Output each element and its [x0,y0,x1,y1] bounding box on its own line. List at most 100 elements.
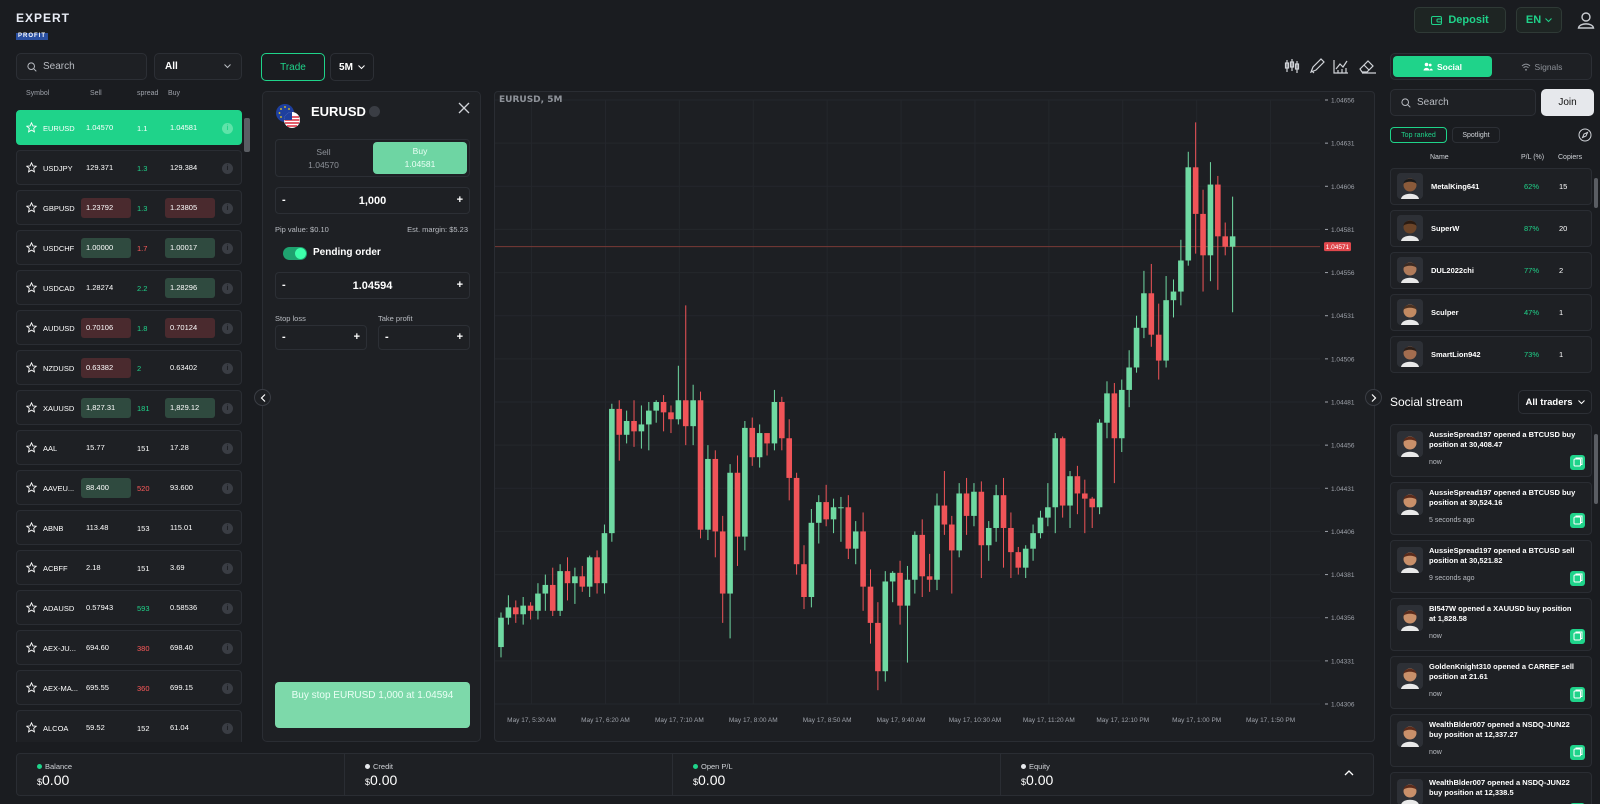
candle[interactable] [1141,270,1147,339]
candle[interactable] [985,521,992,561]
candle[interactable] [1133,315,1140,373]
collapse-order-panel-button[interactable] [254,389,271,406]
copy-trade-button[interactable] [1570,571,1585,586]
candle[interactable] [527,602,534,620]
timeframe-select[interactable]: 5M [330,53,374,81]
buy-price[interactable]: 1.04581 [170,123,198,132]
close-icon[interactable] [458,102,470,114]
sell-price[interactable]: 113.48 [86,523,109,532]
info-icon[interactable]: i [222,443,233,454]
sell-price[interactable]: 2.18 [86,563,101,572]
candle[interactable] [830,498,837,534]
tab-signals[interactable]: Signals [1492,56,1591,77]
buy-price[interactable]: 1,829.12 [165,398,215,418]
candle[interactable] [712,450,719,558]
star-icon[interactable] [26,282,37,293]
candle[interactable] [793,472,800,575]
candle[interactable] [771,389,778,451]
sell-price[interactable]: 695.55 [86,683,109,692]
take-profit-stepper[interactable]: - + [378,325,470,350]
buy-price[interactable]: 1.28296 [165,278,215,298]
candle[interactable] [926,553,933,592]
candle[interactable] [1207,162,1214,282]
candle[interactable] [852,521,859,565]
instrument-row[interactable]: ACBFF 2.18 151 3.69 i [16,550,242,585]
info-icon[interactable]: i [222,363,233,374]
candle[interactable] [993,484,999,542]
compass-icon[interactable] [1578,128,1592,142]
candle[interactable] [690,384,696,446]
candle[interactable] [1170,279,1177,318]
star-icon[interactable] [26,242,37,253]
instrument-search-input[interactable]: Search [16,53,147,80]
candle[interactable] [963,477,970,535]
candle[interactable] [734,455,741,566]
candle[interactable] [838,496,844,542]
candle[interactable] [1222,222,1229,256]
sell-price[interactable]: 0.63382 [81,358,131,378]
deposit-button[interactable]: Deposit [1414,7,1506,33]
info-icon[interactable]: i [222,203,233,214]
trader-row[interactable]: SuperW 87% 20 [1390,210,1592,247]
buy-price[interactable]: 17.28 [170,443,189,452]
price-chart[interactable]: 1.04656 1.04631 1.04606 1.04581 1.04556 1.045… [494,91,1375,742]
stop-loss-stepper[interactable]: - + [275,325,367,350]
candle[interactable] [978,481,985,579]
stream-post[interactable]: WealthBlder007 opened a NSDQ-JUN22 buy p… [1390,714,1592,767]
candle[interactable] [956,483,962,558]
candle[interactable] [660,395,667,432]
instrument-row[interactable]: ALCOA 59.52 152 61.04 i [16,710,242,742]
candle[interactable] [823,484,829,527]
candle[interactable] [682,305,689,446]
sell-price[interactable]: 88.400 [81,478,131,498]
candle[interactable] [1045,483,1051,527]
candle[interactable] [1052,433,1059,534]
candle[interactable] [1192,122,1199,254]
stop-loss-increase-button[interactable]: + [353,331,360,343]
candle[interactable] [535,583,541,620]
buy-side-button[interactable]: Buy 1.04581 [373,142,467,174]
instrument-category-select[interactable]: All [154,53,242,80]
candle[interactable] [1015,546,1022,575]
candle[interactable] [1200,189,1206,292]
candle[interactable] [542,574,549,611]
star-icon[interactable] [26,562,37,573]
sell-price[interactable]: 1.28274 [86,283,114,292]
copy-trade-button[interactable] [1570,687,1585,702]
candle[interactable] [1126,350,1132,408]
instrument-row[interactable]: AEX-JU... 694.60 380 698.40 i [16,630,242,665]
candle[interactable] [1037,510,1044,539]
buy-price[interactable]: 61.04 [170,723,189,732]
tab-social[interactable]: Social [1393,56,1492,77]
candle[interactable] [638,405,645,449]
filter-spotlight[interactable]: Spotlight [1452,127,1500,143]
candle[interactable] [1030,524,1036,561]
buy-price[interactable]: 698.40 [170,643,193,652]
buy-price[interactable]: 699.15 [170,683,193,692]
candle[interactable] [601,524,608,594]
candle[interactable] [631,400,637,447]
candle[interactable] [875,602,881,691]
buy-price[interactable]: 1.00017 [165,238,215,258]
candle[interactable] [889,571,896,603]
candle[interactable] [498,612,504,658]
instrument-row[interactable]: EURUSD 1.04570 1.1 1.04581 i [16,110,242,145]
copy-trade-button[interactable] [1570,629,1585,644]
candle[interactable] [948,515,955,594]
sell-price[interactable]: 1,827.31 [81,398,131,418]
instrument-row[interactable]: USDCHF 1.00000 1.7 1.00017 i [16,230,242,265]
candle[interactable] [749,417,756,466]
stream-post[interactable]: AussieSpread197 opened a BTCUSD sell pos… [1390,540,1592,593]
amount-decrease-button[interactable]: - [282,194,286,206]
price-decrease-button[interactable]: - [282,279,286,291]
scrollbar-thumb[interactable] [244,118,250,152]
candle[interactable] [1074,465,1081,515]
candle[interactable] [705,445,711,541]
trader-row[interactable]: SmartLion942 73% 1 [1390,336,1592,373]
stream-scrollbar[interactable] [1594,424,1598,794]
sell-price[interactable]: 1.04570 [86,123,114,132]
info-icon[interactable] [369,106,380,117]
star-icon[interactable] [26,482,37,493]
candle[interactable] [1148,263,1155,347]
candlestick-chart[interactable]: 1.04656 1.04631 1.04606 1.04581 1.04556 1.045… [495,92,1375,742]
